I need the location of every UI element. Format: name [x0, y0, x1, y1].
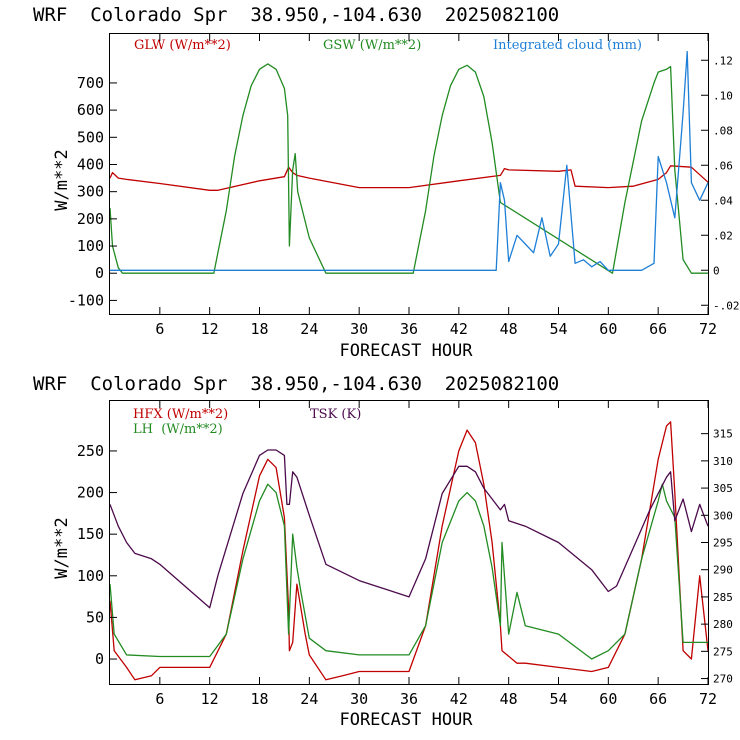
top-y-tick-label: 500 — [77, 128, 104, 146]
top-y-axis-label: W/m**2 — [52, 149, 72, 210]
bottom-y-tick-label: 0 — [95, 650, 104, 668]
top-series-group — [109, 50, 709, 274]
top-y-tick-label: 100 — [77, 237, 104, 255]
bottom-y2-tick-label: 310 — [713, 455, 733, 468]
bottom-y-tick-label: 200 — [77, 484, 104, 502]
top-y2-tick-label: .04 — [713, 194, 733, 207]
bottom-y-tick-label: 50 — [86, 608, 104, 626]
bottom-axes-group: 6 12 18 24 30 36 42 48 54 60 66 72 0 50 100 150 200 250 27… — [77, 401, 733, 708]
top-x-tick-label: 12 — [201, 320, 219, 338]
bottom-legend-hfx: HFX (W/m**2) — [133, 407, 228, 422]
top-legend-glw: GLW (W/m**2) — [134, 38, 231, 53]
bottom-legend-tsk: TSK (K) — [310, 407, 361, 422]
top-legend-gsw: GSW (W/m**2) — [323, 38, 421, 53]
bottom-y2-tick-label: 270 — [713, 673, 733, 686]
bottom-x-tick-label: 42 — [450, 690, 468, 708]
bottom-x-tick-label: 30 — [350, 690, 368, 708]
top-y2-tick-label: .10 — [713, 89, 733, 102]
bottom-y2-tick-label: 315 — [713, 428, 733, 441]
bottom-x-tick-label: 24 — [300, 690, 318, 708]
top-y-tick-label: 600 — [77, 101, 104, 119]
bottom-x-tick-label: 66 — [649, 690, 667, 708]
bottom-y2-tick-label: 285 — [713, 591, 733, 604]
top-x-tick-label: 66 — [649, 320, 667, 338]
bottom-series-tsk — [109, 449, 709, 609]
top-x-tick-label: 6 — [155, 320, 164, 338]
bottom-x-tick-label: 72 — [699, 690, 717, 708]
top-y2-tick-label: .08 — [713, 124, 733, 137]
bottom-y2-tick-label: 275 — [713, 645, 733, 658]
top-y-tick-label: -100 — [68, 291, 104, 309]
top-legend-cloud: Integrated cloud (mm) — [493, 38, 642, 53]
top-y2-tick-label: .12 — [713, 54, 733, 67]
bottom-y2-tick-label: 305 — [713, 482, 733, 495]
bottom-plot-frame — [109, 400, 709, 685]
bottom-chart-title: WRF Colorado Spr 38.950,-104.630 2025082… — [33, 373, 559, 395]
top-y-tick-label: 200 — [77, 210, 104, 228]
top-series-gsw — [109, 63, 708, 274]
bottom-y2-tick-label: 295 — [713, 537, 733, 550]
top-series-glw — [109, 165, 709, 191]
bottom-y-tick-label: 150 — [77, 525, 104, 543]
bottom-x-tick-label: 54 — [549, 690, 567, 708]
bottom-y2-tick-label: 280 — [713, 618, 733, 631]
bottom-y-tick-label: 100 — [77, 567, 104, 585]
top-y-tick-label: 300 — [77, 183, 104, 201]
top-series-integrated — [110, 50, 709, 271]
bottom-y-axis-label: W/m**2 — [52, 517, 72, 578]
bottom-y2-tick-label: 300 — [713, 509, 733, 522]
bottom-x-axis-label: FORECAST HOUR — [339, 710, 473, 730]
bottom-legend-lh: LH (W/m**2) — [133, 422, 223, 437]
bottom-x-tick-label: 36 — [400, 690, 418, 708]
top-chart-title: WRF Colorado Spr 38.950,-104.630 2025082… — [33, 4, 559, 26]
top-x-tick-label: 24 — [300, 320, 318, 338]
top-x-tick-label: 36 — [400, 320, 418, 338]
top-y2-tick-label: -.02 — [713, 299, 740, 312]
bottom-x-tick-label: 48 — [500, 690, 518, 708]
top-y2-tick-label: .02 — [713, 229, 733, 242]
top-x-tick-label: 54 — [549, 320, 567, 338]
top-x-tick-label: 72 — [699, 320, 717, 338]
bottom-x-tick-label: 12 — [201, 690, 219, 708]
bottom-x-tick-label: 6 — [155, 690, 164, 708]
top-x-axis-label: FORECAST HOUR — [339, 341, 473, 361]
top-y2-tick-label: .06 — [713, 159, 733, 172]
top-y-tick-label: 700 — [77, 74, 104, 92]
top-x-tick-label: 60 — [599, 320, 617, 338]
bottom-y-tick-label: 250 — [77, 442, 104, 460]
bottom-y2-tick-label: 290 — [713, 564, 733, 577]
bottom-series-group — [109, 421, 709, 681]
bottom-x-tick-label: 60 — [599, 690, 617, 708]
top-axes-group: 6 12 18 24 30 36 42 48 54 60 66 72 -100 0 100 200 300 400… — [68, 34, 740, 338]
top-y-tick-label: 0 — [95, 264, 104, 282]
top-plot-frame — [109, 33, 709, 315]
top-x-tick-label: 42 — [450, 320, 468, 338]
top-y2-tick-label: 0 — [713, 264, 720, 277]
bottom-series-lh — [109, 483, 708, 660]
top-y-tick-label: 400 — [77, 155, 104, 173]
top-x-tick-label: 48 — [500, 320, 518, 338]
top-x-tick-label: 18 — [250, 320, 268, 338]
top-x-tick-label: 30 — [350, 320, 368, 338]
bottom-x-tick-label: 18 — [250, 690, 268, 708]
